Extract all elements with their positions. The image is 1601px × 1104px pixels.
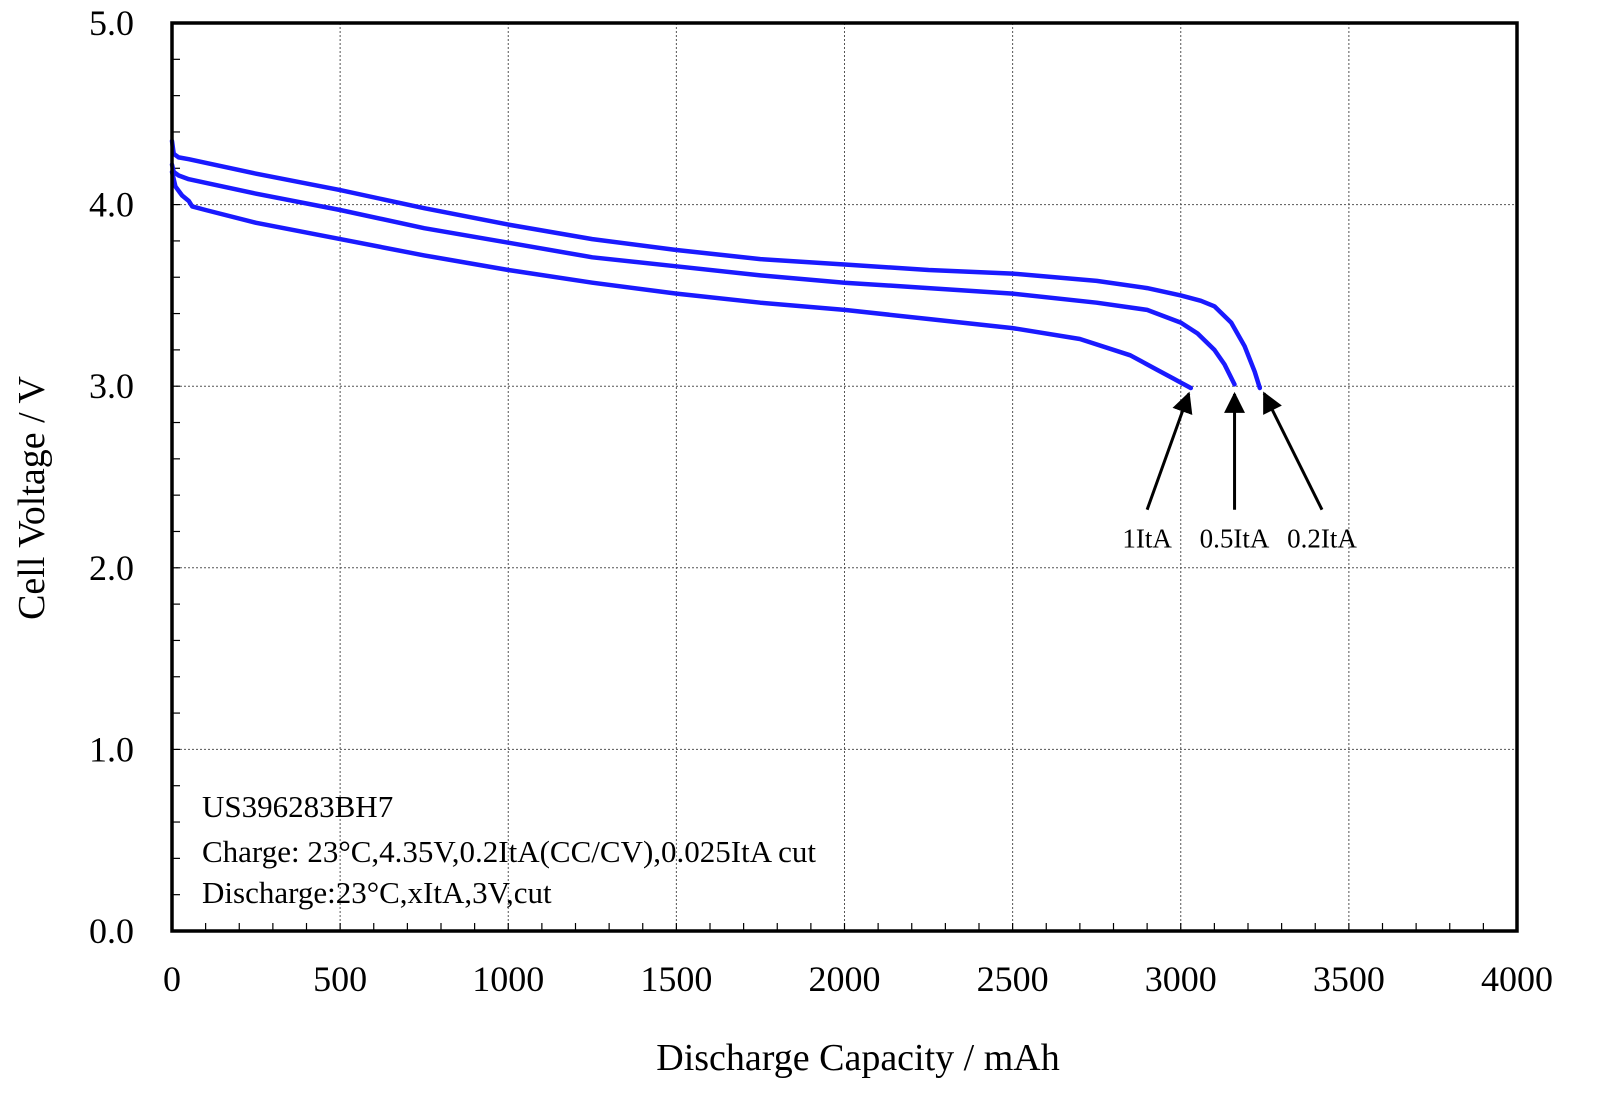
series-label-0-5ItA: 0.5ItA bbox=[1200, 524, 1270, 554]
y-tick-label: 0.0 bbox=[89, 911, 134, 951]
x-tick-label: 1000 bbox=[472, 959, 544, 999]
series-label-1ItA: 1ItA bbox=[1122, 524, 1172, 554]
y-tick-label: 2.0 bbox=[89, 548, 134, 588]
arrow-0-2ItA bbox=[1262, 391, 1324, 511]
y-tick-label: 5.0 bbox=[89, 3, 134, 43]
x-tick-label: 2000 bbox=[809, 959, 881, 999]
y-tick-label: 4.0 bbox=[89, 185, 134, 225]
arrow-1ItA bbox=[1145, 391, 1193, 511]
series-lines bbox=[169, 138, 1263, 391]
y-tick-labels: 0.0 1.0 2.0 3.0 4.0 5.0 bbox=[89, 3, 134, 951]
charge-condition-annotation: Charge: 23°C,4.35V,0.2ItA(CC/CV),0.025It… bbox=[202, 834, 816, 869]
x-tick-label: 0 bbox=[163, 959, 181, 999]
x-tick-label: 1500 bbox=[640, 959, 712, 999]
cell-model-annotation: US396283BH7 bbox=[202, 789, 393, 824]
series-label-0-2ItA: 0.2ItA bbox=[1287, 524, 1357, 554]
x-axis-title: Discharge Capacity / mAh bbox=[656, 1037, 1059, 1079]
x-tick-label: 2500 bbox=[977, 959, 1049, 999]
grid-lines bbox=[172, 23, 1517, 931]
y-tick-label: 1.0 bbox=[89, 729, 134, 769]
series-line-0-2ItA bbox=[169, 138, 1263, 391]
x-tick-label: 4000 bbox=[1481, 959, 1553, 999]
y-axis-title: Cell Voltage / V bbox=[11, 376, 53, 620]
x-tick-labels: 0 500 1000 1500 2000 2500 3000 3500 4000 bbox=[163, 959, 1553, 999]
x-tick-label: 3500 bbox=[1313, 959, 1385, 999]
series-arrows: 1ItA 0.5ItA 0.2ItA bbox=[1122, 391, 1357, 554]
series-line-0-5ItA bbox=[169, 162, 1237, 387]
y-tick-label: 3.0 bbox=[89, 366, 134, 406]
discharge-condition-annotation: Discharge:23°C,xItA,3V,cut bbox=[202, 875, 552, 910]
x-tick-label: 3000 bbox=[1145, 959, 1217, 999]
plot-frame bbox=[170, 21, 1519, 933]
series-line-1ItA bbox=[169, 169, 1194, 391]
x-tick-label: 500 bbox=[313, 959, 367, 999]
